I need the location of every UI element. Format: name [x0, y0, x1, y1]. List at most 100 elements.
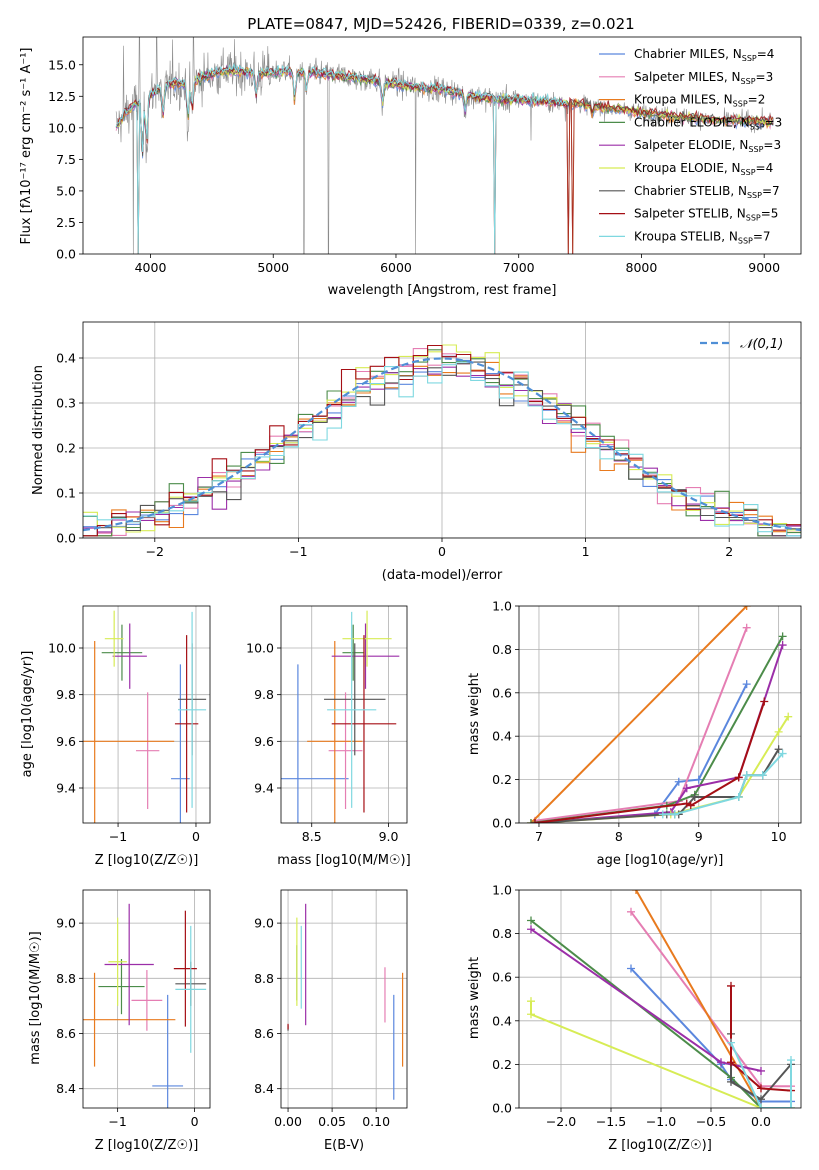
weight-marker — [694, 775, 703, 784]
legend-label-1: Chabrier MILES, NSSP=4 — [634, 47, 774, 63]
x-tick-label: −2.0 — [546, 1114, 576, 1129]
weight-line-6 — [530, 1001, 791, 1108]
y-tick-label: 9.4 — [254, 781, 274, 796]
normal-reference-curve — [83, 357, 801, 532]
weight-marker — [778, 641, 787, 650]
figure-title: PLATE=0847, MJD=52426, FIBERID=0339, z=0… — [247, 15, 634, 33]
x-tick-label: 1 — [582, 544, 590, 559]
weight-line-3 — [635, 890, 762, 1108]
x-tick-label: 9 — [695, 829, 703, 844]
weight-marker — [530, 819, 539, 823]
legend-label-3: Kroupa MILES, NSSP=2 — [634, 93, 765, 109]
plot-area — [115, 37, 775, 254]
y-tick-label: 0.3 — [56, 396, 76, 411]
weight-marker — [632, 890, 640, 894]
x-axis-label: Z [log10(Z/Z☉)] — [95, 1138, 199, 1153]
model-spectrum-8 — [116, 66, 774, 254]
y-tick-label: 9.6 — [254, 734, 274, 749]
panel-residuals: −2 −1 0 1 2 0.0 0.1 0.2 0.3 0.4 (data-model)/error… — [31, 321, 802, 583]
y-tick-label: 9.8 — [254, 687, 274, 702]
panel-weight-vs-age: 7 8 9 10 0.0 0.2 0.4 0.6 0.8 1.0 age [log10(age/yr… — [467, 599, 802, 868]
y-tick-label: 0.2 — [492, 1057, 512, 1072]
x-tick-label: 4000 — [135, 260, 167, 275]
y-tick-label: 9.8 — [56, 687, 76, 702]
y-axis-label: mass weight — [467, 957, 482, 1039]
y-axis-label: mass [log10(M/M☉)] — [28, 931, 43, 1064]
weight-marker — [727, 1077, 735, 1086]
weight-marker — [787, 1104, 795, 1108]
panel-mass-vs-Z: −1 0 8.4 8.6 8.8 9.0 Z [log10(Z/Z☉)] mass [log1… — [28, 889, 211, 1153]
x-axis-label: wavelength [Angstrom, rest frame] — [328, 283, 557, 298]
axes-frame — [280, 605, 408, 824]
x-axis-label: mass [log10(M/M☉)] — [277, 853, 410, 868]
y-tick-label: 0.1 — [56, 486, 76, 501]
x-axis-label: Z [log10(Z/Z☉)] — [608, 1138, 712, 1153]
x-axis-label: Z [log10(Z/Z☉)] — [95, 853, 199, 868]
weight-marker — [674, 777, 683, 786]
axes-frame — [82, 36, 802, 255]
x-tick-label: −1 — [108, 1114, 126, 1129]
weight-marker — [742, 680, 751, 689]
x-tick-label: 9000 — [748, 260, 780, 275]
weight-marker — [742, 771, 751, 780]
panel-weight-vs-Z: −2.0 −1.5 −1.0 −0.5 0.0 0.0 0.2 0.4 0.6 0.8 1.0 Z [… — [467, 883, 802, 1153]
y-tick-label: 12.5 — [48, 89, 76, 104]
y-tick-label: 0.4 — [492, 1013, 512, 1028]
x-tick-label: −1.0 — [646, 1114, 676, 1129]
y-axis-label: Normed distribution — [31, 365, 46, 495]
y-tick-label: 9.0 — [254, 916, 274, 931]
x-tick-label: −0.5 — [696, 1114, 726, 1129]
y-tick-label: 0.0 — [56, 531, 76, 546]
weight-line-3 — [530, 606, 748, 823]
weight-marker — [757, 1066, 765, 1075]
y-tick-label: 7.5 — [56, 152, 76, 167]
x-tick-label: 0.0 — [751, 1114, 771, 1129]
x-axis-label: age [log10(age/yr)] — [597, 853, 724, 868]
panel-spectrum: 4000 5000 6000 7000 8000 9000 0.0 2.5 5.0 7.5 10.0… — [19, 36, 802, 298]
panel-age-vs-mass: 8.5 9.0 9.4 9.6 9.8 10.0 mass [log10(M/M☉)] — [246, 605, 411, 868]
legend-label-9: Kroupa STELIB, NSSP=7 — [634, 229, 771, 245]
y-tick-label: 0.0 — [492, 816, 512, 831]
x-tick-label: 10 — [771, 829, 787, 844]
x-tick-label: 0 — [438, 544, 446, 559]
weight-marker — [778, 632, 787, 641]
axes-frame — [280, 889, 408, 1109]
plot-area — [83, 322, 801, 538]
x-tick-label: −2 — [146, 544, 164, 559]
legend: Chabrier MILES, NSSP=4 Salpeter MILES, NS… — [599, 47, 782, 245]
y-axis-label: age [log10(age/yr)] — [20, 651, 35, 778]
weight-marker — [658, 810, 667, 819]
x-tick-label: 8.5 — [302, 829, 322, 844]
weight-line-4 — [530, 635, 784, 823]
y-tick-label: 8.6 — [254, 1026, 274, 1041]
weight-marker — [760, 697, 769, 706]
x-tick-label: 2 — [725, 544, 733, 559]
weight-marker — [526, 819, 535, 823]
y-tick-label: 9.6 — [56, 734, 76, 749]
legend-label-2: Salpeter MILES, NSSP=3 — [634, 70, 773, 86]
x-tick-label: 8000 — [626, 260, 658, 275]
weight-marker — [717, 1058, 725, 1067]
weight-line-9 — [730, 1042, 792, 1108]
y-tick-label: 0.0 — [492, 1101, 512, 1116]
weight-marker — [727, 981, 735, 990]
y-tick-label: 10.0 — [246, 641, 274, 656]
x-tick-label: 5000 — [257, 260, 289, 275]
plot-area — [83, 606, 210, 823]
weight-marker — [757, 1095, 765, 1104]
x-tick-label: 0.05 — [318, 1114, 346, 1129]
y-axis-label: mass weight — [467, 673, 482, 755]
y-tick-label: 9.0 — [56, 916, 76, 931]
weight-marker — [784, 712, 793, 721]
legend-label-6: Kroupa ELODIE, NSSP=4 — [634, 161, 773, 177]
x-tick-label: 0.10 — [362, 1114, 390, 1129]
legend-label-4: Chabrier ELODIE, NSSP=3 — [634, 115, 782, 131]
y-tick-label: 0.4 — [56, 351, 76, 366]
x-tick-label: 7 — [535, 829, 543, 844]
weight-line-1 — [653, 683, 748, 815]
weight-marker — [758, 771, 767, 780]
x-tick-label: 9.0 — [379, 829, 399, 844]
plot-area — [519, 890, 801, 1108]
x-axis-label: E(B-V) — [324, 1138, 364, 1153]
